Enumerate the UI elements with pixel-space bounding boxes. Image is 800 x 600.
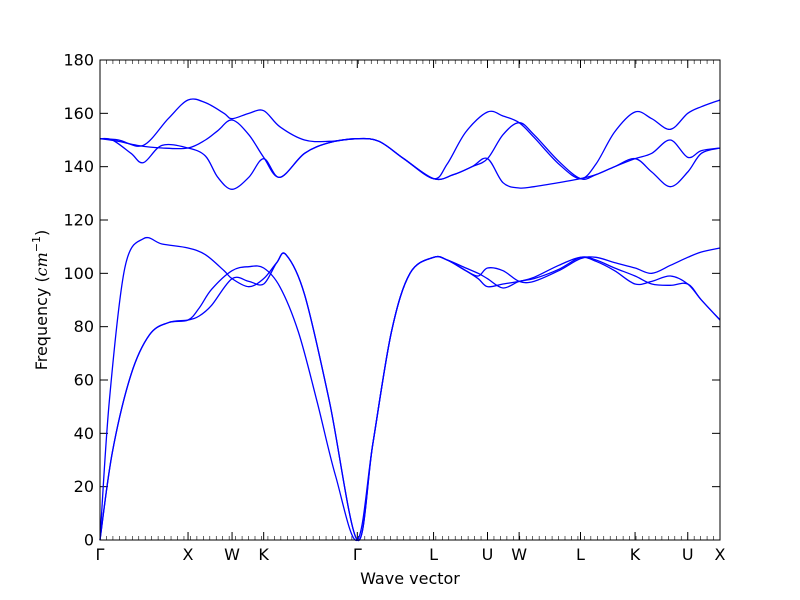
x-tick-label: W	[511, 545, 527, 564]
y-axis-label-main: Frequency (	[32, 276, 51, 370]
plot-frame	[99, 59, 721, 541]
x-tick-label: U	[482, 545, 494, 564]
y-tick-label: 40	[74, 424, 94, 443]
y-tick-label: 0	[84, 531, 94, 550]
y-tick-label: 20	[74, 477, 94, 496]
x-tick-label: W	[224, 545, 240, 564]
x-axis-label: Wave vector	[360, 569, 460, 588]
y-tick-label: 80	[74, 317, 94, 336]
y-axis-label-unit: cm	[32, 252, 51, 276]
plot-background	[100, 60, 720, 540]
x-tick-label: K	[258, 545, 269, 564]
x-tick-label: U	[682, 545, 694, 564]
x-tick-label: L	[429, 545, 438, 564]
y-tick-label: 140	[63, 157, 94, 176]
x-tick-label: Γ	[96, 545, 105, 564]
y-axis-label-close: )	[32, 230, 51, 236]
band-line-6	[99, 98, 721, 180]
y-axis-label-exponent: −1	[30, 236, 43, 252]
x-tick-label: K	[630, 545, 641, 564]
y-axis-ticks: 0 20 40 60 80 100 120 140 160 180	[63, 51, 720, 550]
band-line-3	[99, 236, 721, 541]
y-tick-label: 60	[74, 371, 94, 390]
x-minor-ticks	[99, 60, 721, 540]
y-tick-label: 160	[63, 104, 94, 123]
x-tick-label: X	[183, 545, 194, 564]
x-tick-label: Γ	[353, 545, 362, 564]
y-tick-label: 120	[63, 211, 94, 230]
y-tick-label: 100	[63, 264, 94, 283]
y-axis-label: Frequency (cm−1)	[30, 230, 51, 371]
band-lines	[99, 98, 721, 541]
y-tick-label: 180	[63, 51, 94, 70]
x-tick-label: X	[715, 545, 726, 564]
x-tick-label: L	[576, 545, 585, 564]
